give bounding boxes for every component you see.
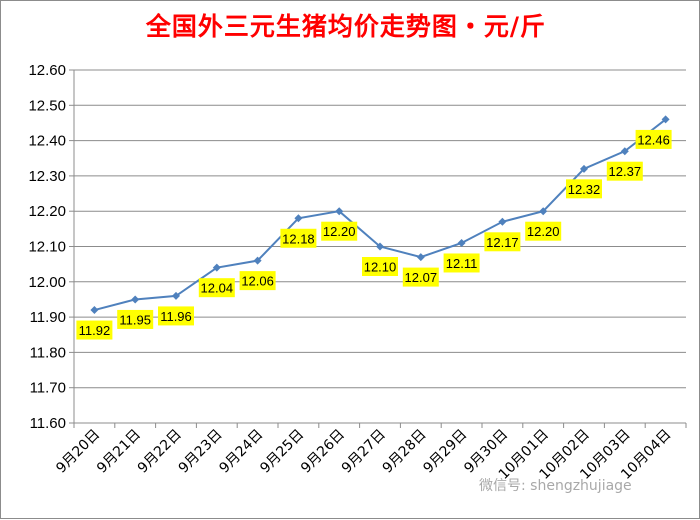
y-tick-label: 11.60 [30,415,66,432]
y-tick-label: 12.10 [28,239,66,256]
y-tick-label: 12.20 [28,203,66,220]
x-tick-label: 9月22日 [135,427,185,477]
data-label-bg [321,221,358,241]
data-point [457,238,466,247]
data-label: 12.10 [364,260,397,275]
y-tick-label: 11.80 [30,344,66,361]
data-label-bg [402,267,439,287]
data-label: 12.32 [568,182,601,197]
y-tick-label: 12.60 [28,62,66,79]
data-point [620,147,629,156]
data-point [498,217,507,226]
data-point [335,207,344,216]
data-label-bg [239,271,276,291]
data-point [172,291,180,300]
x-tick-label: 9月23日 [176,427,226,477]
data-label: 12.17 [486,235,519,250]
data-label: 12.37 [609,164,642,179]
x-tick-label: 9月28日 [380,427,430,477]
data-label: 12.46 [637,132,670,147]
chart-title: 全国外三元生猪均价走势图・元/斤 [145,12,547,41]
data-label-bg [280,228,317,248]
data-label-bg [566,179,602,199]
data-label-bg [606,161,643,181]
data-label-bg [76,320,113,340]
data-label: 12.04 [201,281,234,296]
data-point [294,214,303,223]
x-tick-label: 9月24日 [216,427,266,477]
data-point [90,306,99,315]
data-label-bg [158,306,194,326]
x-tick-label: 9月26日 [298,427,348,477]
data-label-bg [635,129,672,149]
data-label-bg [362,257,398,276]
watermark: 微信号: shengzhujiage [479,478,632,494]
data-label: 12.07 [405,270,438,285]
y-tick-label: 11.70 [30,380,66,397]
data-point [131,295,140,304]
data-point [539,207,548,216]
data-label: 12.11 [446,256,478,271]
x-tick-label: 9月21日 [94,427,144,477]
y-tick-label: 12.40 [28,133,66,150]
data-label: 12.20 [323,224,356,239]
y-tick-label: 12.00 [28,274,66,291]
data-label-bg [525,221,562,241]
data-label-bg [117,309,154,329]
x-tick-label: 9月20日 [53,427,103,477]
x-tick-label: 9月29日 [420,427,470,477]
data-label-bg [484,232,521,252]
data-point [253,256,262,265]
y-tick-label: 12.50 [28,97,66,114]
data-label: 12.06 [241,274,274,289]
data-point [661,115,670,124]
data-label: 12.18 [282,231,315,246]
x-tick-label: 9月25日 [257,427,307,477]
data-label: 11.95 [119,312,151,327]
data-point [416,253,425,262]
y-tick-label: 11.90 [30,309,66,326]
data-point [580,164,588,173]
x-tick-label: 9月27日 [339,427,389,477]
y-tick-label: 12.30 [28,168,66,185]
data-label: 12.20 [527,224,560,239]
data-label: 11.96 [160,309,192,324]
data-point [212,263,221,272]
data-point [376,242,384,251]
data-label: 11.92 [79,323,111,338]
data-label-bg [198,278,235,298]
data-label-bg [443,253,480,273]
